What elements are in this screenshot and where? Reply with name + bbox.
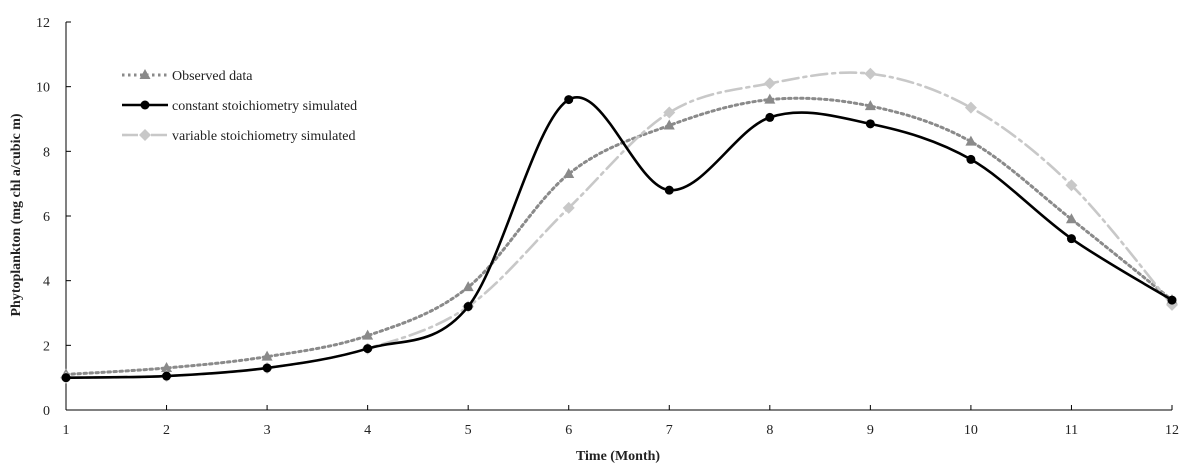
legend-label: constant stoichiometry simulated: [172, 99, 357, 114]
x-tick-label: 11: [1065, 423, 1078, 438]
series-line-2: [64, 71, 1174, 379]
x-tick-label: 6: [565, 423, 572, 438]
data-point: [864, 67, 877, 80]
data-point: [966, 154, 976, 164]
data-point: [664, 185, 674, 195]
data-point: [1066, 234, 1076, 244]
y-tick-label: 12: [36, 16, 50, 31]
series-line-0: [64, 96, 1174, 376]
data-point: [61, 373, 71, 383]
legend-label: Observed data: [172, 69, 253, 84]
data-point: [865, 119, 875, 129]
x-tick-label: 4: [364, 423, 371, 438]
legend-marker: [140, 100, 150, 110]
data-point: [764, 93, 776, 104]
data-point: [161, 361, 173, 372]
data-point: [463, 302, 473, 312]
data-point: [663, 106, 676, 119]
x-tick-label: 7: [666, 423, 673, 438]
x-tick-label: 5: [465, 423, 472, 438]
data-point: [462, 281, 474, 292]
legend-marker: [139, 69, 151, 79]
y-tick-label: 8: [43, 145, 50, 160]
data-point: [965, 135, 977, 146]
data-point: [864, 100, 876, 111]
y-axis-title: Phytoplankton (mg chl a/cubic m): [9, 113, 24, 316]
y-tick-label: 10: [36, 81, 50, 96]
legend-marker: [139, 129, 151, 141]
data-point: [562, 201, 575, 214]
x-tick-label: 12: [1165, 423, 1179, 438]
data-point: [262, 363, 272, 373]
y-tick-label: 4: [43, 275, 50, 290]
data-point: [1065, 179, 1078, 192]
data-point: [763, 77, 776, 90]
data-point: [564, 95, 574, 105]
x-tick-label: 10: [964, 423, 978, 438]
y-tick-label: 6: [43, 210, 50, 225]
data-point: [663, 119, 675, 130]
data-point: [363, 344, 373, 354]
data-point: [362, 329, 374, 340]
x-tick-label: 1: [63, 423, 70, 438]
data-point: [765, 112, 775, 122]
data-point: [563, 167, 575, 178]
data-point: [964, 101, 977, 114]
x-tick-label: 3: [264, 423, 271, 438]
data-point: [1167, 295, 1177, 305]
x-axis-title: Time (Month): [576, 449, 660, 464]
data-point: [1065, 213, 1077, 224]
data-point: [162, 371, 172, 381]
legend-label: variable stoichiometry simulated: [172, 129, 356, 144]
x-tick-label: 2: [163, 423, 170, 438]
data-point: [261, 350, 273, 361]
x-tick-label: 8: [766, 423, 773, 438]
y-tick-label: 0: [43, 404, 50, 419]
x-tick-label: 9: [867, 423, 874, 438]
y-tick-label: 2: [43, 339, 50, 354]
